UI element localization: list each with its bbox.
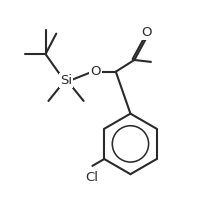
Text: O: O <box>90 65 101 78</box>
Text: Si: Si <box>60 74 72 87</box>
Text: Cl: Cl <box>85 171 98 184</box>
Text: O: O <box>141 26 151 39</box>
